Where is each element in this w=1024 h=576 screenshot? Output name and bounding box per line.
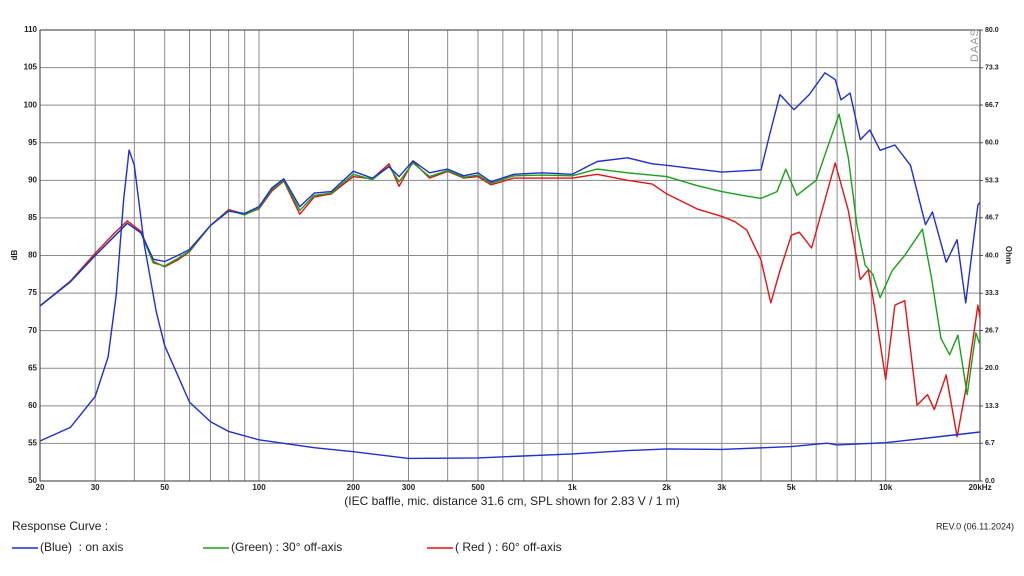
y2-tick-label: 66.7 [985,102,999,109]
legend-label: ( Red ) : 60° off-axis [455,540,562,554]
y2-tick-label: 0.0 [985,478,995,485]
legend-label: (Green) : 30° off-axis [231,540,342,554]
x-tick-label: 300 [402,483,416,492]
y-tick-label: 100 [24,100,38,109]
legend-title: Response Curve : [12,519,108,533]
y2-tick-label: 26.7 [985,327,999,334]
series-line [39,72,981,307]
y2-tick-label: 53.3 [985,177,999,184]
y2-tick-label: 13.3 [985,403,999,410]
y2-tick-label: 46.7 [985,215,999,222]
y-tick-label: 60 [28,401,37,410]
x-tick-label: 10k [879,483,893,492]
y-axis-label: dB [10,249,19,260]
y-tick-label: 55 [28,439,37,448]
y2-axis-label: Ohm [1004,246,1013,264]
y2-tick-label: 20.0 [985,365,999,372]
watermark: DAAS [969,28,981,62]
y-tick-label: 75 [28,288,37,297]
legend-label: (Blue) : on axis [40,540,123,554]
x-tick-label: 3k [717,483,726,492]
y2-tick-label: 73.3 [985,65,999,72]
y2-tick-label: 6.7 [985,440,995,447]
y-tick-label: 95 [28,138,37,147]
y-tick-label: 50 [28,476,37,485]
y2-tick-label: 80.0 [985,27,999,34]
x-tick-label: 1k [568,483,577,492]
x-tick-label: 20kHz [968,483,991,492]
y-tick-label: 70 [28,326,37,335]
x-tick-label: 100 [252,483,266,492]
y2-tick-label: 33.3 [985,290,999,297]
y-tick-label: 80 [28,251,37,260]
annotation: (IEC baffle, mic. distance 31.6 cm, SPL … [344,494,679,508]
y2-tick-label: 60.0 [985,140,999,147]
y-tick-label: 110 [24,25,37,34]
y-tick-label: 85 [28,213,37,222]
x-tick-label: 2k [662,483,671,492]
y-tick-label: 105 [24,63,38,72]
x-tick-label: 500 [471,483,485,492]
x-tick-label: 5k [787,483,796,492]
plot-frame [39,29,981,482]
y-tick-label: 65 [28,363,37,372]
series-line [39,149,981,460]
y2-tick-label: 40.0 [985,252,999,259]
x-tick-label: 20 [36,483,45,492]
x-tick-label: 30 [91,483,100,492]
revision: REV.0 (06.11.2024) [936,521,1014,531]
y-tick-label: 90 [28,175,37,184]
x-tick-label: 200 [347,483,361,492]
x-tick-label: 50 [160,483,169,492]
